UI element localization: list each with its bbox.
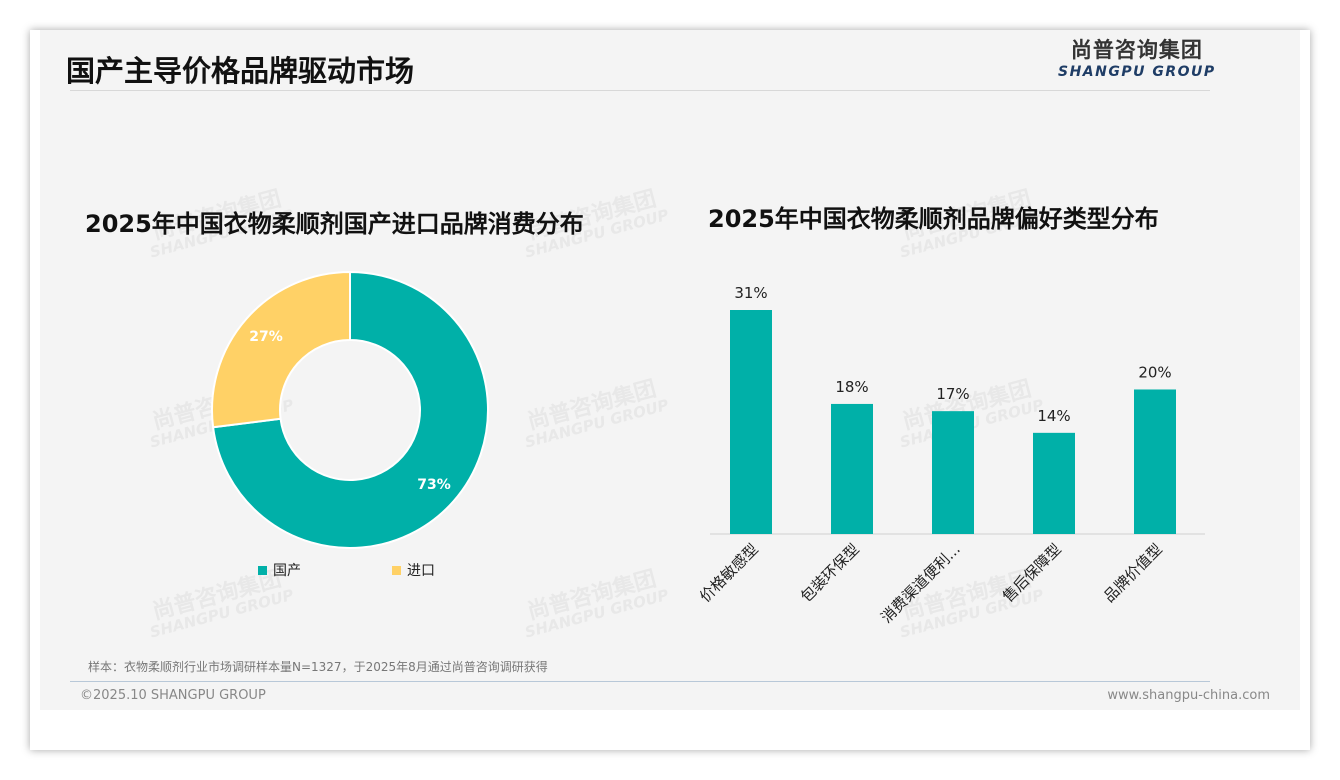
logo-cn: 尚普咨询集团 [1070,38,1203,62]
legend-item-domestic: 国产 [258,560,301,580]
bar-value-label: 17% [936,385,969,403]
page-title: 国产主导价格品牌驱动市场 [66,54,415,88]
legend-label: 国产 [273,563,301,579]
bar-0 [730,310,772,534]
bar-value-label: 14% [1037,407,1070,425]
x-tick-label: 售后保障型 [999,540,1065,606]
legend-label: 进口 [407,563,435,579]
bar-2 [932,411,974,534]
logo-en: SHANGPU GROUP [1058,64,1216,80]
donut-slice-1 [211,270,351,429]
legend-swatch [392,565,401,575]
donut-chart-title: 2025年中国衣物柔顺剂国产进口品牌消费分布 [85,210,584,238]
donut-slice-0 [211,270,489,549]
logo: 尚普咨询集团 SHANGPU GROUP [1058,34,1216,80]
website-url: www.shangpu-china.com [1107,688,1270,703]
header-bg [40,30,1300,120]
copyright: ©2025.10 SHANGPU GROUP [80,688,266,703]
bar-3 [1033,432,1075,534]
x-tick-label: 品牌价值型 [1100,540,1166,606]
bar-value-label: 31% [734,284,767,302]
bar-value-label: 20% [1138,363,1171,381]
legend-item-import: 进口 [392,560,435,580]
bar-4 [1134,389,1176,534]
x-tick-label: 价格敏感型 [696,540,762,606]
x-tick-label: 消费渠道便利... [877,540,963,626]
x-tick-label: 包装环保型 [797,540,863,606]
title-divider [70,90,1210,91]
bar-value-label: 18% [835,378,868,396]
footer-divider [70,681,1210,682]
bar-1 [831,403,873,534]
sample-note: 样本：衣物柔顺剂行业市场调研样本量N=1327，于2025年8月通过尚普咨询调研… [88,660,548,674]
legend-swatch [258,565,267,575]
donut-label: 27% [249,329,283,345]
donut-label: 73% [417,477,451,493]
bar-chart-title: 2025年中国衣物柔顺剂品牌偏好类型分布 [708,205,1159,233]
